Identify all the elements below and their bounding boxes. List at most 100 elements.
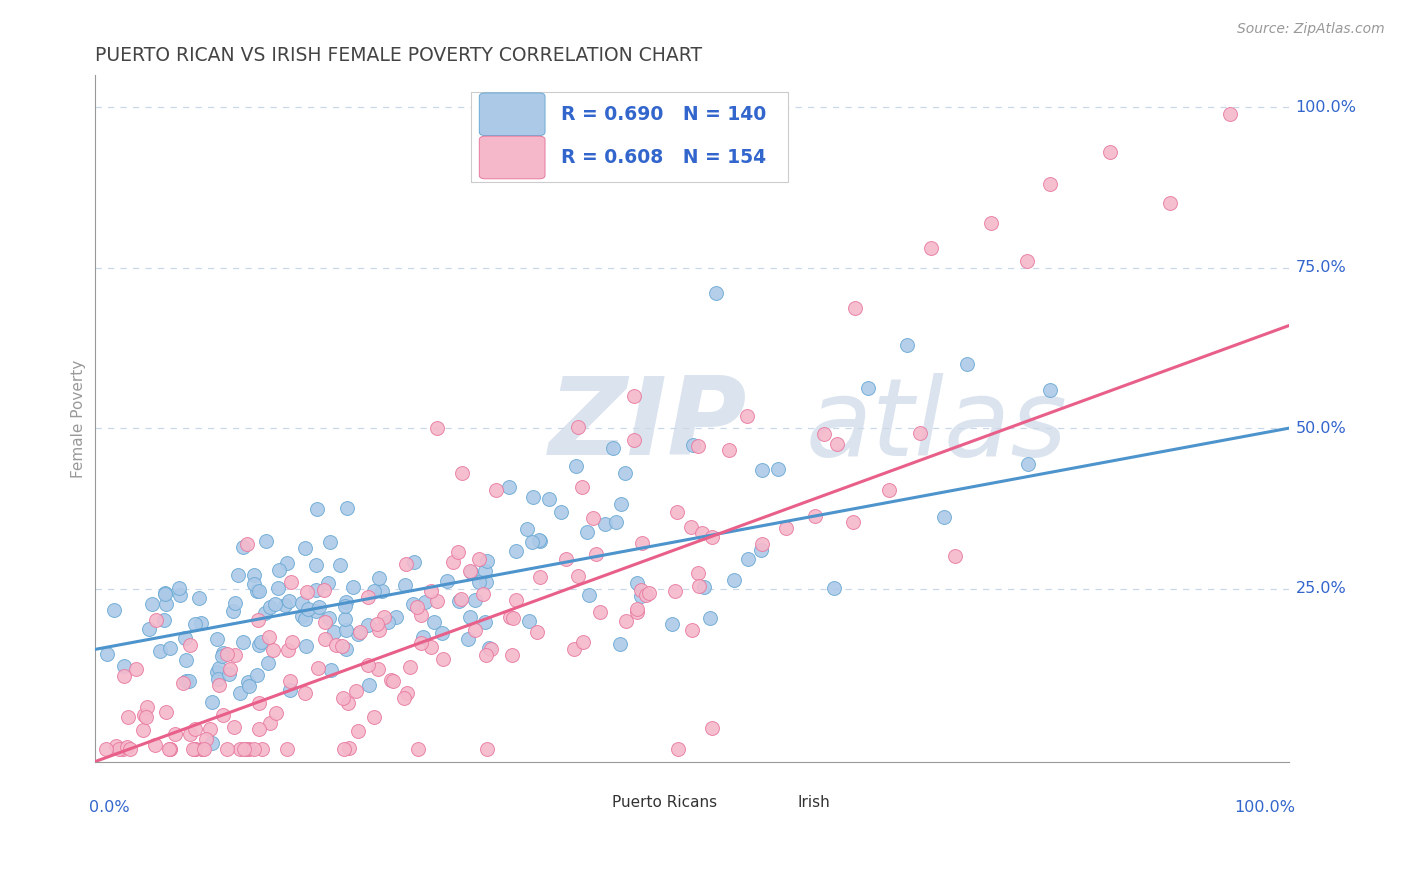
Point — [228, 742, 250, 756]
Point — [294, 686, 316, 700]
Point — [451, 466, 474, 480]
Point — [205, 632, 228, 647]
Point — [426, 593, 449, 607]
Point — [323, 625, 346, 640]
Point — [371, 583, 394, 598]
Point — [179, 673, 201, 688]
Point — [104, 739, 127, 753]
Point — [205, 665, 228, 680]
Point — [411, 607, 433, 622]
Point — [187, 591, 209, 605]
Point — [143, 738, 166, 752]
Point — [200, 695, 222, 709]
Point — [357, 658, 380, 673]
Point — [688, 439, 710, 453]
Point — [575, 525, 598, 540]
Point — [420, 640, 443, 654]
Point — [526, 625, 548, 640]
Point — [723, 573, 745, 587]
Point — [664, 583, 686, 598]
Point — [174, 632, 197, 646]
Point — [149, 644, 172, 658]
Point — [238, 742, 260, 756]
Point — [682, 437, 704, 451]
Point — [381, 674, 404, 689]
Point — [179, 638, 201, 652]
Point — [247, 613, 270, 627]
Point — [153, 613, 176, 627]
Point — [304, 583, 326, 598]
Point — [124, 662, 146, 676]
Point — [174, 652, 197, 666]
FancyBboxPatch shape — [479, 136, 546, 178]
Point — [475, 648, 498, 662]
Point — [398, 660, 420, 674]
Point — [432, 651, 454, 665]
Point — [172, 676, 194, 690]
Point — [277, 643, 299, 657]
Point — [402, 597, 425, 611]
FancyBboxPatch shape — [479, 93, 546, 136]
Text: 50.0%: 50.0% — [1295, 420, 1346, 435]
Point — [94, 742, 117, 756]
Point — [179, 727, 201, 741]
Point — [626, 602, 648, 616]
Point — [679, 520, 702, 534]
Point — [132, 723, 155, 737]
Point — [207, 672, 229, 686]
Point — [529, 534, 551, 549]
Point — [481, 642, 503, 657]
Point — [336, 500, 359, 515]
Point — [201, 735, 224, 749]
Point — [183, 742, 205, 756]
Point — [690, 526, 713, 541]
Point — [108, 742, 131, 756]
Point — [856, 381, 879, 395]
Point — [458, 609, 481, 624]
Point — [208, 661, 231, 675]
Point — [700, 721, 723, 735]
Point — [264, 597, 287, 611]
Point — [212, 708, 235, 723]
Point — [357, 618, 380, 632]
Point — [582, 511, 605, 525]
Point — [194, 732, 217, 747]
Point — [626, 605, 648, 619]
Point — [661, 617, 683, 632]
Point — [183, 616, 205, 631]
Point — [184, 722, 207, 736]
Point — [1015, 254, 1038, 268]
Point — [250, 635, 273, 649]
Point — [681, 624, 703, 638]
Point — [266, 706, 288, 720]
Point — [138, 622, 160, 636]
Point — [457, 632, 479, 646]
Point — [430, 625, 453, 640]
Point — [307, 661, 329, 675]
Point — [665, 505, 688, 519]
Point — [211, 648, 233, 663]
Point — [135, 710, 157, 724]
Point — [295, 584, 318, 599]
Point — [245, 584, 267, 599]
Point — [235, 742, 257, 756]
Point — [630, 583, 652, 598]
Point — [117, 739, 139, 754]
Point — [308, 599, 330, 614]
Point — [474, 615, 496, 629]
Point — [291, 609, 314, 624]
Point — [243, 576, 266, 591]
Point — [373, 609, 395, 624]
Point — [367, 572, 389, 586]
Point — [702, 530, 724, 544]
Point — [377, 615, 399, 629]
Point — [155, 597, 177, 611]
Point — [567, 569, 589, 583]
Point — [103, 603, 125, 617]
Point — [634, 588, 657, 602]
Point — [280, 635, 302, 649]
Text: Puerto Ricans: Puerto Ricans — [612, 796, 717, 811]
Point — [176, 673, 198, 688]
Text: Source: ZipAtlas.com: Source: ZipAtlas.com — [1237, 22, 1385, 37]
Point — [516, 522, 538, 536]
